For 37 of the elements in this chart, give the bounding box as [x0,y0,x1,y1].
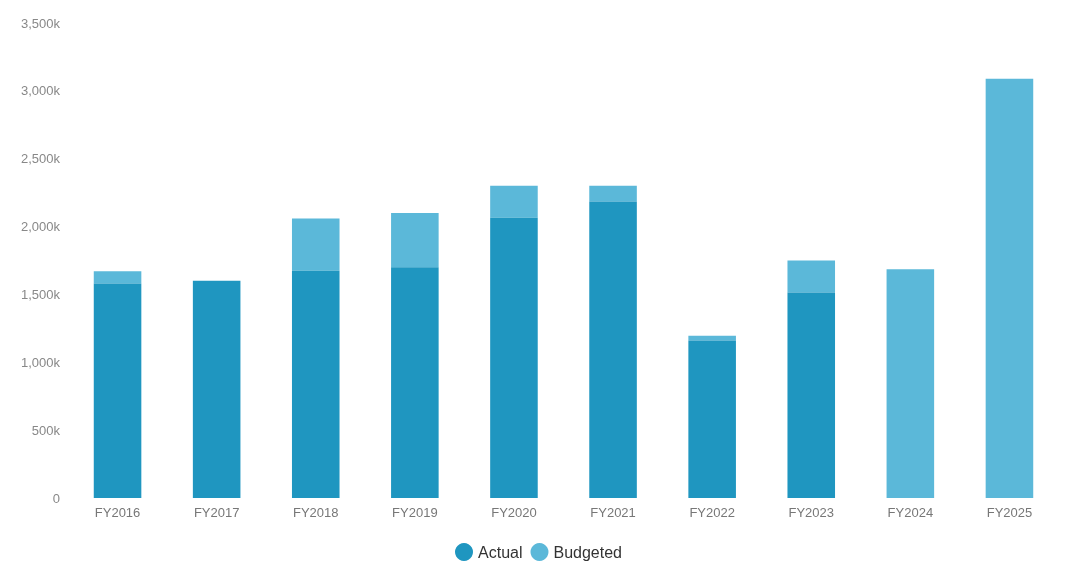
bar [589,201,637,498]
bar [391,267,439,498]
y-tick-label: 2,500k [20,151,61,167]
bar [886,269,935,498]
bar [985,78,1034,498]
bar [490,185,538,218]
y-tick-label: 2,000k [20,219,61,235]
x-tick-label: FY2019 [392,505,438,520]
y-tick-label: 1,000k [20,354,61,370]
x-tick-label: FY2017 [193,505,240,520]
x-tick-label: FY2023 [788,505,835,520]
x-tick-label: FY2025 [986,505,1033,520]
bar [787,260,836,293]
legend-label: Actual [478,543,523,561]
legend-label: Budgeted [553,543,622,561]
y-tick-label: 0 [52,490,60,506]
bar [391,213,439,268]
x-tick-label: FY2021 [590,505,636,520]
x-tick-label: FY2018 [292,505,339,520]
bar [291,218,340,271]
bar [787,292,836,498]
y-tick-label: 3,500k [20,15,61,31]
bar [688,335,736,341]
y-tick-label: 1,500k [20,286,61,302]
bar [93,283,142,498]
x-tick-label: FY2016 [94,505,141,520]
y-tick-label: 3,000k [20,83,61,99]
x-tick-label: FY2022 [689,505,735,520]
bar [291,270,340,498]
bar [688,340,736,498]
bar [490,217,538,498]
bar [192,280,241,498]
y-tick-label: 500k [31,422,61,438]
bar [93,271,142,284]
bar [589,185,637,202]
x-tick-label: FY2024 [887,505,934,520]
x-tick-label: FY2020 [491,505,537,520]
